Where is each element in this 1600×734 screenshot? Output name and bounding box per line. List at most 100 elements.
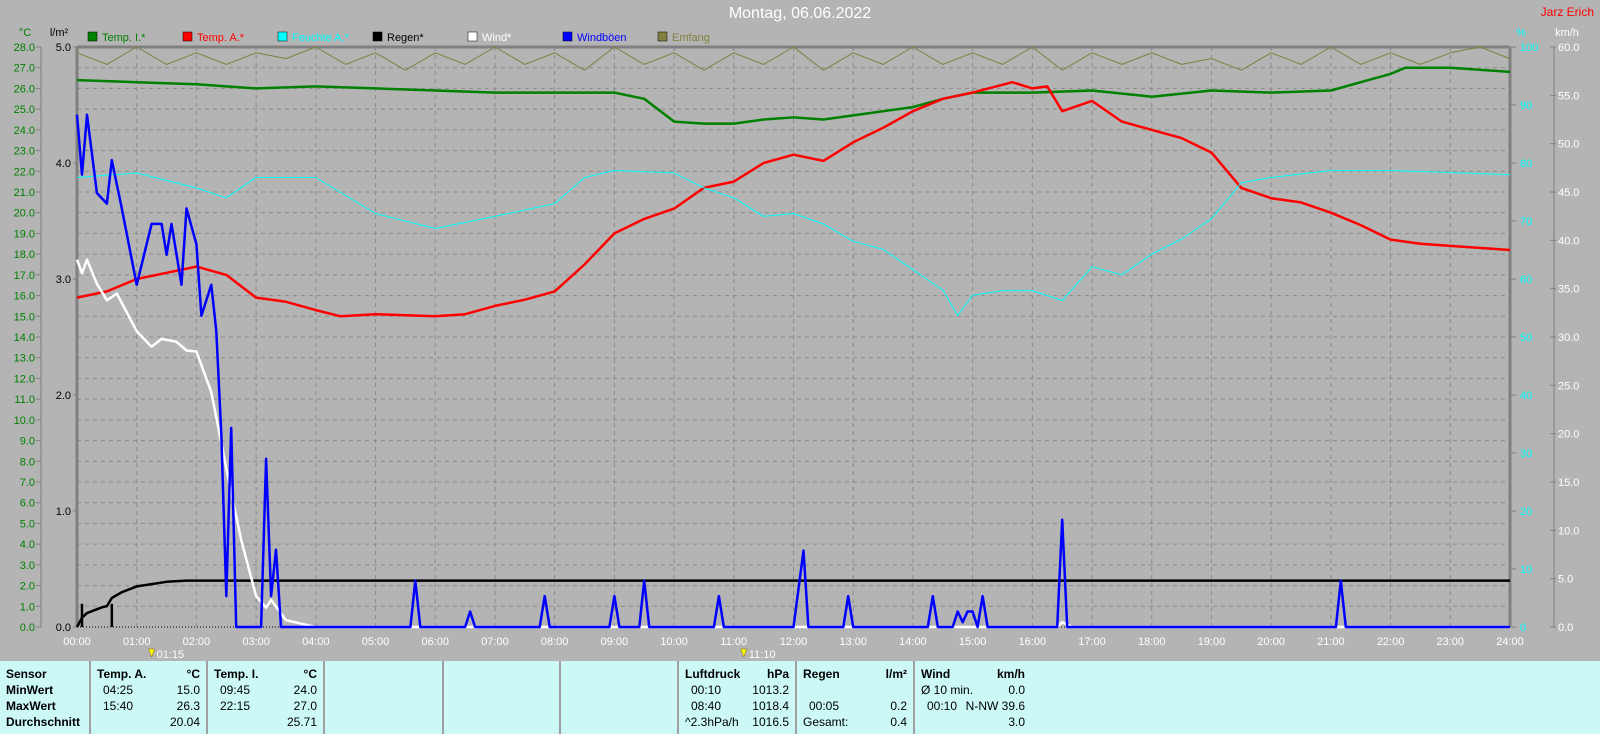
rain-header: Regen xyxy=(803,667,840,681)
legend-label: Wind* xyxy=(482,32,512,44)
moon-event-time: 01:15 xyxy=(157,649,185,661)
moon-event-time: 11:10 xyxy=(749,649,776,661)
pressure-avg: 1016.5 xyxy=(752,715,789,729)
summary-col-wind: Wind km/h Ø 10 min. 0.0 00:10 N-NW 39.6 3.0 xyxy=(913,661,1031,734)
temp-tick-label: 9.0 xyxy=(20,436,35,448)
summary-col-empty xyxy=(323,661,442,734)
x-tick-label: 11:00 xyxy=(720,636,747,648)
x-tick-label: 05:00 xyxy=(362,636,390,648)
temp-tick-label: 6.0 xyxy=(20,498,35,510)
series-line-temp-i xyxy=(76,66,1511,125)
weather-chart: 00:00 01:00 02:00 03:00 04:00 05:00 06:00 07:00… xyxy=(14,27,1580,661)
summary-col-temp-i: Temp. I. °C 09:45 24.0 22:15 27.0 25.71 xyxy=(206,661,323,734)
wind-avg10-label: Ø 10 min. xyxy=(921,683,974,697)
summary-table: Sensor MinWert MaxWert Durchschnitt Temp… xyxy=(0,661,1600,734)
temp-tick-label: 14.0 xyxy=(14,332,35,344)
legend-swatch xyxy=(87,31,98,42)
temp-a-min-time: 04:25 xyxy=(103,683,134,697)
series-line-regen xyxy=(75,579,1510,628)
x-tick-label: 01:00 xyxy=(123,636,151,648)
wind-tick-label: 30.0 xyxy=(1558,332,1579,344)
row-label-avg: Durchschnitt xyxy=(6,715,81,729)
pressure-trend: ^2.3hPa/h xyxy=(685,715,739,729)
legend-swatch xyxy=(182,31,193,42)
legend-swatch xyxy=(657,31,668,42)
humidity-tick-label: 50 xyxy=(1520,332,1532,344)
legend-swatch xyxy=(372,31,383,42)
x-tick-label: 08:00 xyxy=(541,636,569,648)
temp-tick-label: 16.0 xyxy=(14,291,35,303)
x-tick-label: 15:00 xyxy=(959,636,987,648)
humidity-tick-label: 100 xyxy=(1520,42,1538,54)
legend-swatch xyxy=(467,31,478,42)
temp-a-header: Temp. A. xyxy=(97,667,147,681)
x-tick-label: 09:00 xyxy=(601,636,629,648)
pressure-unit: hPa xyxy=(766,667,789,681)
x-tick-label: 19:00 xyxy=(1198,636,1226,648)
rain-tick-label: 3.0 xyxy=(56,274,71,286)
wind-tick-label: 0.0 xyxy=(1558,622,1573,634)
temp-i-unit: °C xyxy=(303,667,317,681)
x-tick-label: 04:00 xyxy=(302,636,330,648)
temp-tick-label: 1.0 xyxy=(20,601,35,613)
wind-axis-unit: km/h xyxy=(1555,27,1579,39)
rain-tick-label: 5.0 xyxy=(56,42,71,54)
wind-unit: km/h xyxy=(996,667,1025,681)
temp-tick-label: 28.0 xyxy=(14,42,35,54)
pressure-header: Luftdruck xyxy=(685,667,741,681)
humidity-tick-label: 40 xyxy=(1520,390,1532,402)
rain-unit: l/m² xyxy=(885,667,907,681)
temp-tick-label: 10.0 xyxy=(14,415,35,427)
humidity-tick-label: 0 xyxy=(1520,622,1526,634)
pressure-max-time: 08:40 xyxy=(691,699,722,713)
temp-tick-label: 25.0 xyxy=(14,104,35,116)
wind-tick-label: 20.0 xyxy=(1558,429,1579,441)
temp-i-min: 24.0 xyxy=(293,683,317,697)
temp-i-max-time: 22:15 xyxy=(220,699,251,713)
wind-header: Wind xyxy=(921,667,951,681)
rain-tick-label: 2.0 xyxy=(56,390,71,402)
sensor-header: Sensor xyxy=(6,667,47,681)
summary-col-sensor: Sensor MinWert MaxWert Durchschnitt xyxy=(0,661,89,734)
moon-event-icon xyxy=(740,648,748,658)
x-tick-label: 13:00 xyxy=(839,636,867,648)
temp-tick-label: 4.0 xyxy=(20,539,35,551)
humidity-tick-label: 80 xyxy=(1520,158,1532,170)
rain-tick-label: 0.0 xyxy=(56,622,71,634)
x-tick-label: 14:00 xyxy=(899,636,927,648)
temp-tick-label: 27.0 xyxy=(14,63,35,75)
wind-tick-label: 15.0 xyxy=(1558,477,1579,489)
wind-tick-label: 55.0 xyxy=(1558,90,1579,102)
temp-tick-label: 7.0 xyxy=(20,477,35,489)
wind-tick-label: 45.0 xyxy=(1558,187,1579,199)
legend-label: Windböen xyxy=(577,32,627,44)
x-tick-label: 22:00 xyxy=(1377,636,1405,648)
summary-col-pressure: Luftdruck hPa 00:10 1013.2 08:40 1018.4 ^2.… xyxy=(677,661,795,734)
x-tick-label: 02:00 xyxy=(183,636,211,648)
temp-tick-label: 22.0 xyxy=(14,166,35,178)
temp-i-header: Temp. I. xyxy=(214,667,259,681)
x-tick-label: 10:00 xyxy=(660,636,688,648)
temp-tick-label: 24.0 xyxy=(14,125,35,137)
row-label-min: MinWert xyxy=(6,683,54,697)
x-tick-label: 07:00 xyxy=(481,636,509,648)
temp-a-unit: °C xyxy=(186,667,200,681)
row-label-max: MaxWert xyxy=(6,699,56,713)
legend-label: Feuchte A.* xyxy=(292,32,350,44)
temp-a-max: 26.3 xyxy=(176,699,200,713)
rain-total: 0.4 xyxy=(890,715,907,729)
temp-a-max-time: 15:40 xyxy=(103,699,134,713)
temp-i-min-time: 09:45 xyxy=(220,683,251,697)
wind-max-time: 00:10 xyxy=(927,699,958,713)
temp-tick-label: 8.0 xyxy=(20,456,35,468)
x-tick-label: 12:00 xyxy=(780,636,808,648)
temp-tick-label: 13.0 xyxy=(14,353,35,365)
temp-tick-label: 26.0 xyxy=(14,83,35,95)
x-tick-label: 21:00 xyxy=(1317,636,1345,648)
x-tick-label: 03:00 xyxy=(242,636,270,648)
summary-col-temp-a: Temp. A. °C 04:25 15.0 15:40 26.3 20.04 xyxy=(89,661,206,734)
x-tick-label: 18:00 xyxy=(1138,636,1166,648)
temp-tick-label: 5.0 xyxy=(20,518,35,530)
moon-event-icon xyxy=(148,648,155,658)
x-tick-label: 00:00 xyxy=(63,636,91,648)
